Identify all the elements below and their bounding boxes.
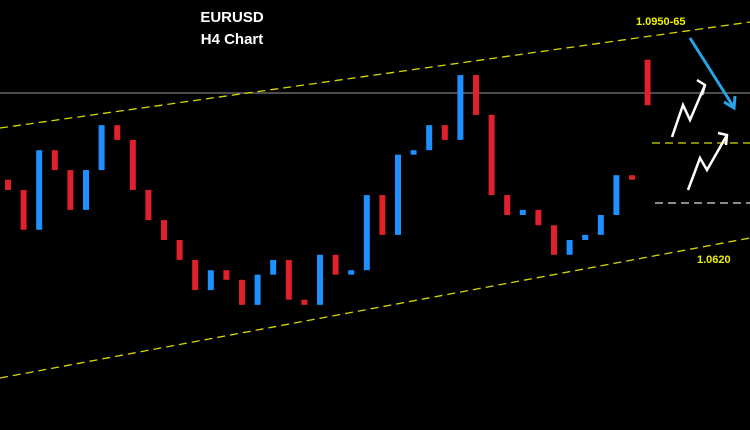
chart-title: EURUSD [200,9,264,26]
arrow-head [696,78,707,96]
candle-body [239,279,245,305]
chart-subtitle: H4 Chart [201,31,264,48]
candle-body [20,189,27,230]
candle-body [51,150,58,171]
candle-body [348,270,355,275]
candle-body [114,125,121,140]
arrow-head [717,131,729,146]
candle-body [192,259,199,291]
candles [5,59,651,305]
arrow [686,134,729,191]
candle-body [129,139,136,190]
candle-body [613,175,620,215]
candle-body [395,154,401,235]
candle-body [519,209,526,215]
candle-body [426,125,433,151]
candle-body [207,270,214,291]
arrow [670,84,707,138]
candle-body [441,125,448,140]
candle-body [285,259,292,300]
arrow [688,37,735,107]
candle-body [36,150,43,230]
candle-body [83,170,89,210]
candle-body [566,240,573,255]
candle-body [332,254,339,275]
candle-body [644,59,651,106]
candle-body [551,225,557,255]
candle-body [379,195,386,235]
candle-body [504,195,511,215]
lower-channel [0,237,750,379]
candle-body [98,125,105,171]
candle-body [363,195,370,271]
arrow-head [723,95,737,111]
annotation: 1.0950-65 [636,16,686,28]
candle-body [488,114,495,196]
candle-body [176,240,183,260]
candle-body [270,259,277,275]
candle-body [5,179,11,190]
candle-body [457,75,464,140]
candle-body [254,274,261,305]
candle-body [597,215,604,235]
candle-body [473,75,479,115]
annotation: 1.0620 [697,254,731,266]
candle-body [535,209,542,226]
candle-body [145,189,152,221]
candle-body [317,254,323,305]
candle-body [161,220,167,241]
candle-body [223,270,230,280]
candle-body [67,170,74,210]
candle-body [582,234,589,241]
candle-body [629,175,635,180]
candle-body [301,299,308,305]
upper-channel [0,21,750,129]
candle-body [410,150,417,155]
